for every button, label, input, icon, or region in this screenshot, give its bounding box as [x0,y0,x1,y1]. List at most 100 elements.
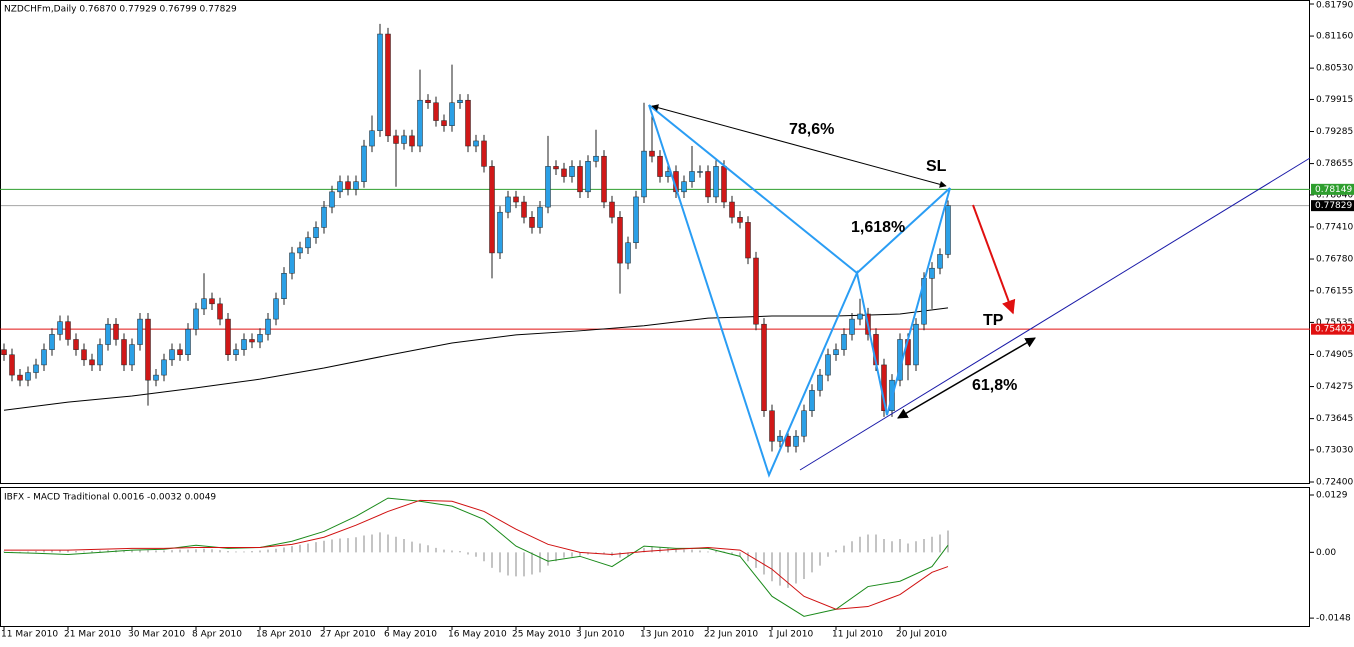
candle-body [81,349,87,361]
candle-body [809,390,815,411]
y-tick-label: 0.81160 [1316,32,1353,42]
candle-body [137,318,143,345]
x-tick-label: 11 Jul 2010 [832,630,883,640]
pattern [648,104,951,478]
candle-body [705,171,711,198]
y-tick-label: 0.80530 [1316,64,1353,74]
candle-body [625,242,631,264]
candle-body [377,33,383,132]
price-pane [0,0,1310,484]
candle-body [41,349,47,366]
candle-body [529,217,535,228]
macd-tick-label: -0.0148 [1316,614,1351,624]
candle-body [713,166,719,198]
candle-body [729,201,735,218]
candle-body [913,323,919,366]
x-tick-label: 6 May 2010 [384,630,437,640]
trend-line [799,157,1311,471]
x-tick-label: 13 Jun 2010 [640,630,694,640]
candle-body [473,140,479,147]
candle-body [233,349,239,355]
candle-body [793,435,799,447]
candle-body [681,181,687,193]
candle-body [33,364,39,373]
y-tick-label: 0.81790 [1316,1,1353,11]
candle-body [217,303,223,320]
x-tick-label: 11 Mar 2010 [1,630,58,640]
macd-signal [4,499,949,610]
macd-tick-label: 0.0129 [1316,491,1348,501]
candle-body [25,372,31,381]
y-tick-label: 0.74275 [1316,382,1353,392]
candle-body [737,217,743,223]
candle-body [153,374,159,381]
level-label: 0.75402 [1315,325,1352,335]
chart-title: NZDCHFm,Daily 0.76870 0.77929 0.76799 0.… [4,5,237,15]
candle-body [1,349,7,355]
y-tick-label: 0.73030 [1316,445,1353,455]
level-label-box [1311,323,1354,335]
candle-body [505,196,511,213]
candle-body [201,298,207,310]
candle-body [313,227,319,238]
pattern-line [648,104,951,478]
candle-body [57,321,63,335]
data-layer [1,23,951,617]
candle-body [945,205,951,255]
candle-body [177,349,183,355]
candle-body [553,166,559,170]
candle-body [537,206,543,228]
x-tick-label: 16 May 2010 [448,630,507,640]
candle-body [89,359,95,366]
macd-title: IBFX - MACD Traditional 0.0016 -0.0032 0… [4,493,216,503]
candle-body [321,206,327,228]
level-label: 0.78149 [1315,185,1352,195]
candle-body [145,318,151,381]
candle-body [569,166,575,177]
arrow [972,204,1016,315]
candle-body [161,359,167,376]
candle-body [265,318,271,335]
candle-body [785,435,791,447]
x-tick-label: 18 Apr 2010 [256,630,312,640]
macd-pane [0,487,1310,627]
candle-body [929,267,935,279]
candle-body [857,313,863,320]
x-tick-label: 20 Jul 2010 [896,630,947,640]
candle-body [385,33,391,137]
candle-body [129,344,135,366]
candle-body [393,135,399,144]
moving-average [3,307,949,411]
candle-body [665,171,671,177]
candle-body [241,339,247,350]
candle-body [497,211,503,254]
candle-body [337,181,343,193]
candle-body [65,321,71,340]
candle-body [169,349,175,361]
candle-body [585,161,591,193]
candle-body [273,298,279,320]
candle-body [825,354,831,376]
candle-body [297,247,303,254]
y-tick-label: 0.72400 [1316,478,1353,488]
y-tick-label: 0.74905 [1316,350,1353,360]
y-tick-label: 0.73645 [1316,414,1353,424]
x-tick-label: 1 Jul 2010 [768,630,813,640]
candle-body [425,99,431,104]
y-tick-label: 0.78040 [1316,190,1353,200]
candle-body [689,171,695,182]
y-tick-label: 0.75535 [1316,318,1353,328]
candle-body [633,196,639,243]
candle-body [521,201,527,218]
arrow [651,104,947,188]
candle-body [649,150,655,157]
candle-body [601,155,607,203]
candle-body [561,168,567,177]
candle-body [401,135,407,144]
candle-body [249,339,255,343]
candle-body [305,237,311,249]
candle-body [513,196,519,203]
candle-body [465,99,471,147]
